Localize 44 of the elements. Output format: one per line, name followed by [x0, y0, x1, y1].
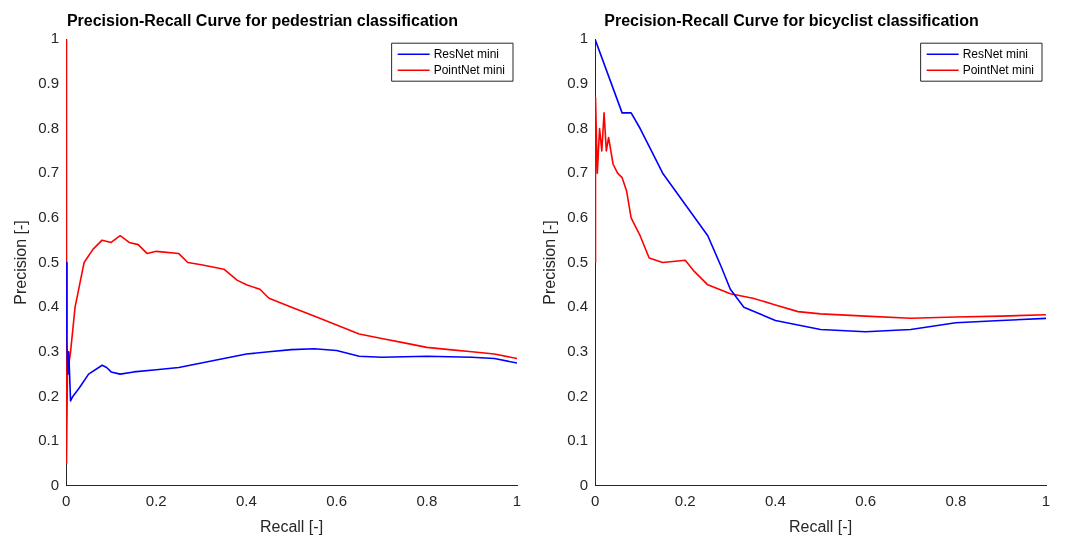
x-axis-title: Recall [-] [788, 517, 853, 535]
y-tick-label: 0.4 [567, 297, 589, 315]
y-tick-label: 0.6 [567, 207, 589, 225]
x-tick-label: 0.2 [674, 491, 696, 509]
y-tick-label: 0.9 [38, 74, 60, 91]
y-tick-label: 0.1 [567, 431, 589, 449]
y-tick-label: 0.2 [38, 386, 60, 404]
x-tick-label: 1 [1041, 491, 1051, 509]
chart-title: Precision-Recall Curve for bicyclist classification [604, 12, 979, 30]
y-tick-label: 0.3 [567, 341, 589, 359]
x-tick-label: 0.2 [145, 491, 167, 509]
x-tick-label: 1 [512, 491, 522, 509]
y-axis-title: Precision [-] [541, 220, 559, 305]
legend-label: PointNet mini [433, 62, 506, 77]
x-tick-label: 0.8 [416, 491, 438, 509]
x-tick-label: 0 [61, 491, 71, 509]
x-tick-label: 0 [590, 491, 600, 509]
legend-label: ResNet mini [433, 46, 499, 61]
y-tick-label: 1 [579, 29, 589, 47]
chart-title: Precision-Recall Curve for pedestrian classification [66, 12, 459, 30]
x-tick-label: 0.4 [765, 491, 786, 509]
y-axis-title: Precision [-] [12, 220, 30, 305]
y-tick-label: 0.8 [567, 118, 589, 136]
legend-label: ResNet mini [962, 46, 1028, 61]
legend-label: PointNet mini [962, 62, 1035, 77]
y-tick-label: 0.5 [38, 252, 60, 270]
y-tick-label: 0.3 [38, 341, 60, 359]
y-tick-label: 0.7 [567, 163, 589, 181]
y-tick-label: 0.4 [38, 297, 60, 315]
y-tick-label: 0.6 [38, 207, 60, 225]
x-tick-label: 0.6 [326, 491, 348, 509]
y-tick-label: 0.5 [567, 252, 589, 270]
x-tick-label: 0.4 [236, 491, 257, 509]
y-tick-label: 0.2 [567, 386, 589, 404]
y-tick-label: 0.9 [567, 74, 589, 91]
x-tick-label: 0.8 [945, 491, 967, 509]
x-axis-title: Recall [-] [259, 517, 324, 535]
y-tick-label: 0.8 [38, 118, 60, 136]
x-tick-label: 0.6 [855, 491, 877, 509]
y-tick-label: 0.1 [38, 431, 60, 449]
y-tick-label: 0.7 [38, 163, 60, 181]
y-tick-label: 1 [50, 29, 60, 47]
y-tick-label: 0 [579, 475, 589, 493]
y-tick-label: 0 [50, 475, 60, 493]
